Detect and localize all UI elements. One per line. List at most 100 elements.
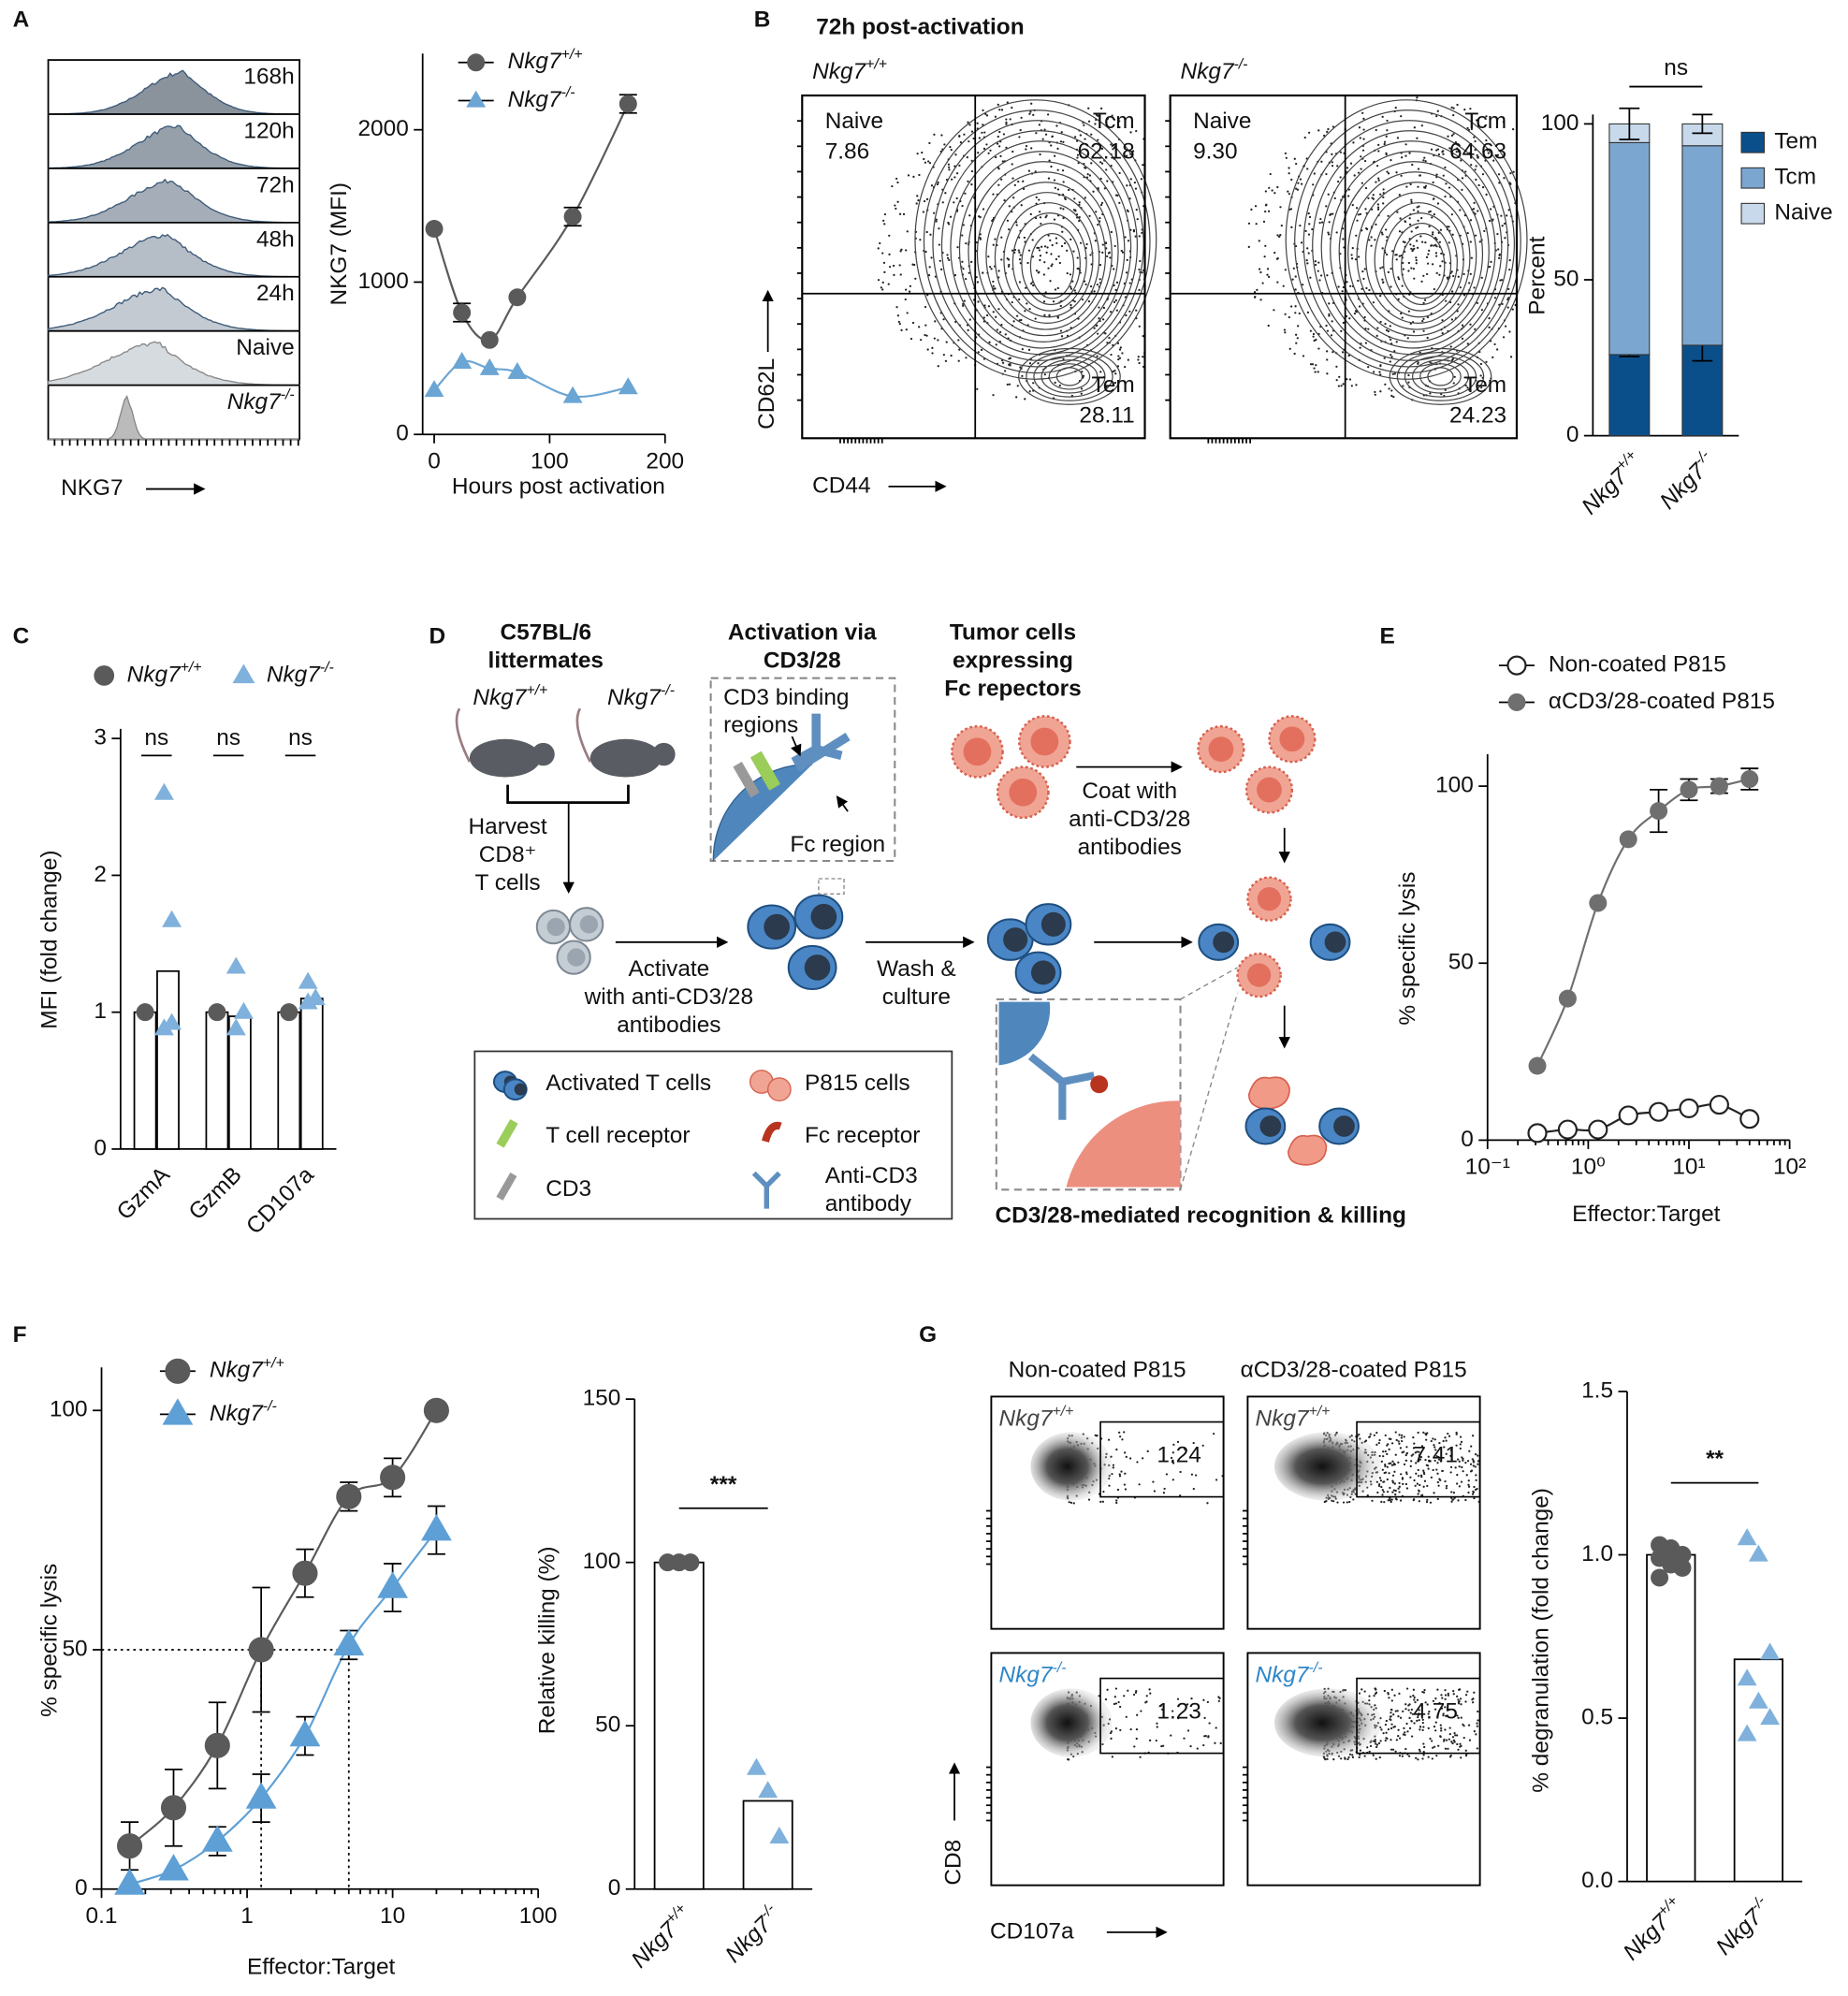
bar-segment xyxy=(1608,141,1651,356)
zoom-guide xyxy=(818,878,845,895)
diagram-text: Activation via xyxy=(728,620,877,646)
quadrant-label: Naive xyxy=(825,109,883,134)
gate xyxy=(1099,1677,1225,1755)
legend-label: Tcm xyxy=(1774,165,1816,190)
y-tick-label: 3 xyxy=(94,725,107,750)
marker xyxy=(226,956,246,974)
contour xyxy=(914,99,1157,380)
diagram-text: CD8⁺ xyxy=(479,842,537,867)
contour xyxy=(1356,182,1477,330)
legend-label: Nkg7-/- xyxy=(267,660,334,688)
gate-value: 1.23 xyxy=(1157,1699,1201,1725)
marker xyxy=(201,1825,233,1852)
y-tick-label: 0 xyxy=(94,1135,107,1160)
zoom-guide xyxy=(1179,967,1239,1190)
contour xyxy=(940,130,1138,361)
diagram-text: Nkg7-/- xyxy=(607,682,675,710)
nucleus xyxy=(764,913,790,940)
y-tick-label: 100 xyxy=(583,1549,621,1574)
marker xyxy=(204,1732,230,1758)
y-axis-label: % degranulation (fold change) xyxy=(1529,1488,1554,1793)
column-title: Non-coated P815 xyxy=(1009,1358,1186,1383)
antibody xyxy=(791,713,851,773)
nucleus xyxy=(963,737,992,766)
marker xyxy=(452,351,473,370)
plot-frame xyxy=(1169,94,1519,440)
y-tick-label: 150 xyxy=(583,1386,621,1411)
x-tick-label: 10 xyxy=(380,1903,405,1929)
nucleus xyxy=(1040,911,1066,937)
marker xyxy=(160,1795,187,1821)
mouse-tail xyxy=(575,707,591,763)
superscript: +/+ xyxy=(662,1901,689,1927)
quadrant-value: 28.11 xyxy=(1079,403,1134,429)
superscript: +/+ xyxy=(866,56,887,72)
diagram-text: CD3/28 xyxy=(764,648,841,673)
contour xyxy=(1320,140,1503,356)
x-axis-label: Hours post activation xyxy=(452,474,665,500)
marker xyxy=(508,288,527,307)
diagram-text: expressing xyxy=(953,648,1073,673)
diagram-text: littermates xyxy=(488,648,604,673)
marker xyxy=(162,910,182,927)
marker xyxy=(1649,1101,1669,1122)
fit-curve xyxy=(1536,778,1751,1067)
genotype-label: Nkg7-/- xyxy=(1256,1660,1323,1688)
marker xyxy=(292,1560,318,1586)
diagram-text: Tumor cells xyxy=(950,620,1076,646)
legend-label: P815 cells xyxy=(805,1071,910,1096)
contour xyxy=(1285,99,1528,380)
marker xyxy=(480,330,499,349)
genotype-label: Nkg7-/- xyxy=(1181,56,1248,84)
x-tick-label: 100 xyxy=(531,449,569,474)
events xyxy=(1247,96,1519,401)
marker xyxy=(1558,989,1577,1008)
y-axis-label: Percent xyxy=(1524,236,1550,314)
marker xyxy=(333,1628,365,1656)
marker xyxy=(1737,1668,1757,1686)
legend-label: Nkg7+/+ xyxy=(210,1355,284,1383)
marker xyxy=(507,361,528,379)
legend-label: Nkg7+/+ xyxy=(127,660,202,688)
quadrant-value: 7.86 xyxy=(825,139,870,165)
legend-label: Tem xyxy=(1774,129,1817,154)
contour xyxy=(1391,223,1452,306)
mouse-head xyxy=(531,742,555,766)
zoom-box xyxy=(709,677,896,863)
quadrant-value: 24.23 xyxy=(1449,403,1506,429)
marker xyxy=(618,95,637,113)
bar xyxy=(156,969,180,1150)
contour xyxy=(1330,151,1496,349)
quadrant-label: Tcm xyxy=(1464,109,1506,134)
nucleus xyxy=(1030,727,1059,756)
y-tick-label: 1.0 xyxy=(1581,1541,1613,1566)
y-tick-label: 0.0 xyxy=(1581,1868,1613,1893)
y-axis-label: % specific lysis xyxy=(1395,872,1420,1026)
nucleus xyxy=(1279,726,1305,752)
marker xyxy=(1737,1724,1757,1741)
y-tick-label: 0 xyxy=(396,421,409,446)
x-tick-label: 10¹ xyxy=(1672,1155,1705,1180)
superscript: -/- xyxy=(1691,447,1712,469)
superscript: -/- xyxy=(1053,1660,1067,1676)
superscript: +/+ xyxy=(181,660,202,676)
nucleus xyxy=(1009,778,1038,807)
cd3-icon xyxy=(496,1172,517,1201)
contour xyxy=(1048,363,1091,390)
marker xyxy=(1710,777,1728,795)
nucleus xyxy=(1030,960,1056,985)
contour xyxy=(958,151,1126,349)
x-axis-label: CD44 xyxy=(812,473,870,498)
superscript: +/+ xyxy=(1654,1893,1681,1919)
contour xyxy=(1294,109,1521,374)
histogram xyxy=(47,178,300,224)
cell-membrane xyxy=(998,1001,1051,1066)
diagram-text: Wash & xyxy=(877,956,956,982)
contour xyxy=(1412,359,1469,394)
marker xyxy=(453,303,472,322)
nucleus xyxy=(1257,777,1282,803)
marker xyxy=(1748,1691,1768,1709)
bar-segment xyxy=(1681,145,1724,346)
diagram-text: anti-CD3/28 xyxy=(1069,807,1190,832)
diagram-text: regions xyxy=(723,713,798,738)
